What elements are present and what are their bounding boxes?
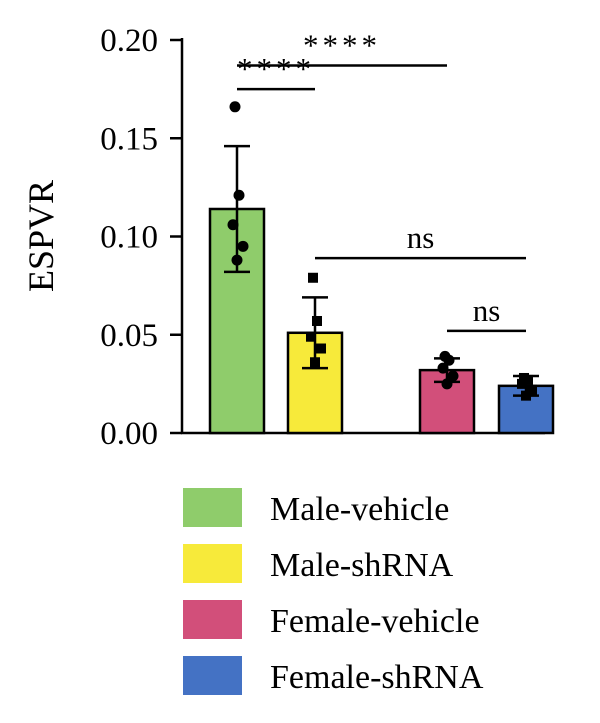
data-point	[310, 357, 320, 368]
legend-swatch	[183, 600, 242, 639]
bars	[208, 207, 555, 435]
significance-label: ****	[303, 28, 381, 63]
data-point	[237, 240, 249, 252]
y-tick-label: 0.05	[100, 318, 158, 354]
y-tick-label: 0.15	[100, 121, 158, 157]
y-tick-label: 0.00	[100, 416, 158, 452]
legend: Male-vehicle Male-shRNA Female-vehicle Fema…	[183, 488, 484, 696]
data-point	[521, 390, 531, 401]
data-point	[316, 343, 326, 354]
legend-label: Female-vehicle	[270, 603, 480, 640]
legend-swatch	[183, 488, 242, 527]
significance-label: ns	[473, 293, 501, 328]
legend-swatch	[183, 656, 242, 695]
significance-brackets: ******** ns ns	[237, 28, 526, 333]
data-point	[227, 219, 239, 231]
data-point	[443, 354, 455, 366]
data-point	[447, 370, 459, 382]
significance-label: ns	[407, 220, 435, 255]
data-point	[523, 374, 533, 385]
y-tick-label: 0.10	[100, 220, 158, 256]
data-point	[231, 254, 243, 266]
data-point	[312, 315, 322, 326]
legend-label: Male-vehicle	[270, 491, 449, 528]
data-point	[527, 384, 537, 395]
y-axis-title: ESPVR	[21, 180, 61, 292]
data-point	[517, 378, 527, 389]
legend-label: Female-shRNA	[270, 659, 484, 696]
data-point	[437, 362, 449, 374]
data-point	[441, 378, 453, 390]
data-point	[233, 189, 245, 201]
axes: 0.00 0.05 0.10 0.15 0.20 ESPVR	[21, 23, 545, 452]
y-tick-label: 0.20	[100, 23, 158, 59]
error-bars	[224, 144, 539, 397]
data-point	[229, 101, 241, 113]
significance-label: ****	[237, 51, 315, 86]
data-point	[306, 331, 316, 342]
data-point	[308, 272, 318, 283]
legend-label: Male-shRNA	[270, 547, 454, 584]
legend-swatch	[183, 544, 242, 583]
data-points	[227, 101, 537, 401]
